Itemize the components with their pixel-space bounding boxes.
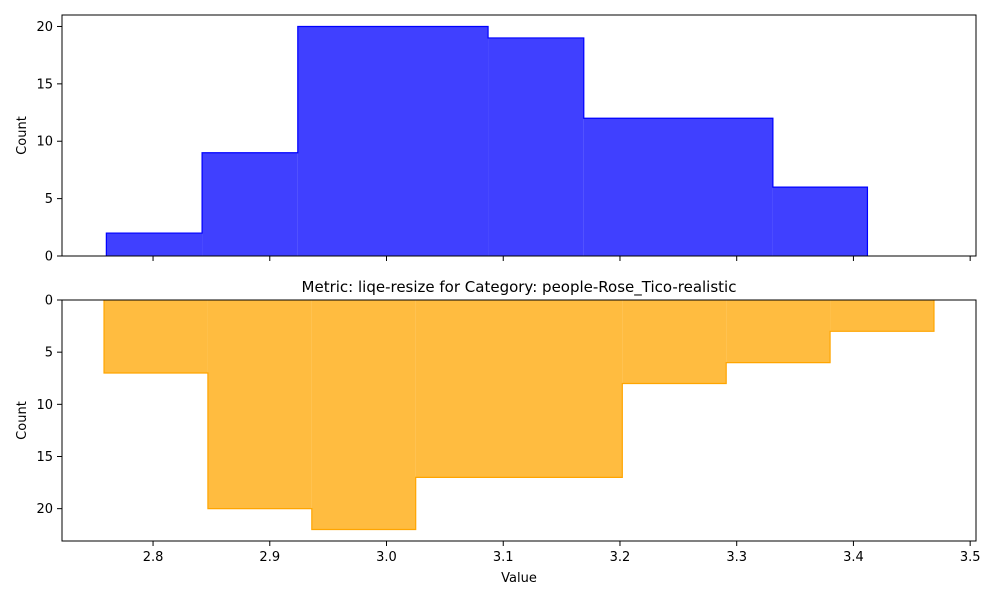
y-tick-label: 20 [36, 502, 53, 517]
histogram-bar [488, 37, 584, 257]
y-tick-label: 5 [45, 192, 53, 207]
chart-title: Metric: liqe-resize for Category: people… [302, 278, 737, 297]
y-tick-label: 0 [45, 250, 53, 265]
x-tick-label: 3.4 [843, 550, 864, 565]
x-tick-label: 3.3 [726, 550, 747, 565]
axes-frame [61, 299, 977, 542]
y-tick-label: 5 [45, 346, 53, 361]
histogram-bar [772, 187, 868, 256]
y-tick-label: 0 [45, 294, 53, 309]
histogram-bar [311, 300, 416, 530]
histogram-bar [415, 300, 623, 478]
x-tick-label: 2.9 [259, 550, 280, 565]
x-tick-label: 3.1 [493, 550, 514, 565]
x-tick-label: 3.2 [610, 550, 631, 565]
y-tick-label: 15 [36, 450, 53, 465]
histogram-bar [583, 118, 773, 257]
x-tick-label: 2.8 [143, 550, 164, 565]
x-tick-label: 3.0 [376, 550, 397, 565]
y-axis-label: Count [15, 401, 30, 440]
y-axis-label: Count [15, 116, 30, 155]
x-tick-label: 3.5 [960, 550, 981, 565]
x-axis-label: Value [501, 571, 537, 586]
y-tick-label: 10 [36, 135, 53, 150]
y-tick-label: 10 [36, 398, 53, 413]
histogram-step-outline [105, 25, 869, 256]
bottom-histogram-panel: 2.8 2.9 3.0 3.1 3.2 3.3 3.4 3.5 0 5 10 15 20 Count Val… [15, 278, 981, 586]
histogram-bar [207, 300, 312, 509]
y-tick-label: 20 [36, 20, 53, 35]
histogram-bar [830, 300, 934, 332]
y-tick-label: 15 [36, 77, 53, 92]
histogram-bar [726, 300, 831, 363]
histogram-bar [202, 152, 298, 256]
histogram-bar [104, 300, 208, 374]
histogram-bar [106, 233, 203, 256]
histogram-bar [297, 26, 489, 256]
top-histogram-panel: 0 5 10 15 20 Count [15, 14, 977, 265]
axes-frame [61, 14, 977, 257]
histogram-bar [622, 300, 727, 384]
histogram-step-outline [103, 300, 935, 531]
